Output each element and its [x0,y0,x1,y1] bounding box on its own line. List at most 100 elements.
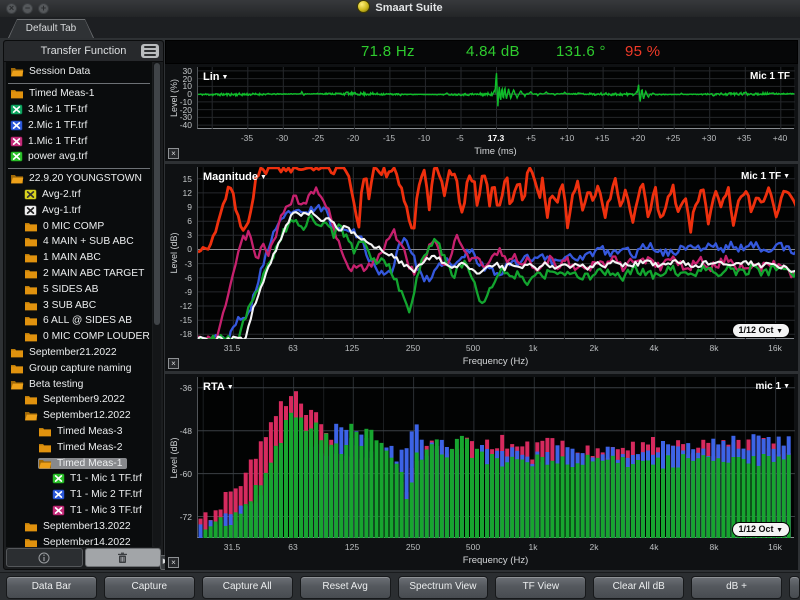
maximize-window-icon[interactable]: + [38,3,49,14]
tree-item[interactable]: 3.Mic 1 TF.trf [6,102,152,118]
mag-x-tick: 1k [515,343,551,353]
lin-x-tick: -20 [335,133,371,143]
rta-close-icon[interactable]: × [168,557,179,568]
trf-file-icon [10,151,23,162]
minimize-window-icon[interactable]: − [22,3,33,14]
hamburger-icon[interactable] [141,44,159,58]
folder-icon [24,252,38,263]
rta-x-tick: 63 [275,542,311,552]
rta-banding-dropdown[interactable]: 1/12 Oct ▼ [732,522,790,537]
close-window-icon[interactable]: × [6,3,17,14]
reset-avg-button[interactable]: Reset Avg [300,576,391,599]
lin-y-tick: -40 [165,120,192,130]
folder-icon [24,331,38,342]
tree-item[interactable]: Timed Meas-1 [6,455,152,471]
tree-item[interactable]: Beta testing [6,376,152,392]
tree-item[interactable]: Timed Meas-3 [6,424,152,440]
mag-y-tick: -6 [165,273,192,283]
mag-plot-area [197,167,794,339]
rta-type-dropdown[interactable]: RTA▼ [203,381,234,393]
clear-all-db-button[interactable]: Clear All dB [593,576,684,599]
toolbar-overflow-button[interactable] [789,576,800,599]
lin-plot-area [197,67,794,129]
info-icon [38,552,50,564]
lin-source-dropdown[interactable]: Mic 1 TF [750,71,790,82]
tab-default[interactable]: Default Tab [8,19,94,38]
tree-item[interactable]: Avg-1.trf [6,202,152,218]
folder-icon [24,268,38,279]
file-tree-sidebar: Transfer Function Session DataTimed Meas… [3,40,164,570]
tree-item[interactable]: Session Data [6,64,152,80]
tree-item[interactable]: Avg-2.trf [6,187,152,203]
rta-x-tick: 8k [696,542,732,552]
tree-item[interactable]: 0 MIC COMP [6,218,152,234]
tree-item[interactable]: T1 - Mic 3 TF.trf [6,503,152,519]
capture-all-button[interactable]: Capture All [202,576,293,599]
info-button[interactable] [6,548,83,567]
mag-y-tick: 3 [165,230,192,240]
tf-view-button[interactable]: TF View [495,576,586,599]
tree-item[interactable]: 1.Mic 1 TF.trf [6,133,152,149]
trf-file-icon [52,473,65,484]
app-logo-icon [357,0,370,13]
mag-source-dropdown[interactable]: Mic 1 TF▼ [741,171,790,182]
tree-item[interactable]: September21.2022 [6,345,152,361]
tree-item-label: 0 MIC COMP [43,221,104,232]
tree-item-label: Timed Meas-1 [57,458,122,469]
tree-item[interactable]: 6 ALL @ SIDES AB [6,313,152,329]
tree-item-label: 0 MIC COMP LOUDER [43,331,150,342]
tree-item[interactable]: T1 - Mic 2 TF.trf [6,487,152,503]
folder-icon [24,521,38,532]
tree-item[interactable]: Timed Meas-1 [6,86,152,102]
mag-type-dropdown[interactable]: Magnitude▼ [203,171,267,183]
tree-item[interactable]: 4 MAIN + SUB ABC [6,234,152,250]
mag-y-tick: -12 [165,301,192,311]
rta-x-axis-label: Frequency (Hz) [197,555,794,566]
sidebar-footer [6,548,161,567]
rta-y-tick: -48 [165,426,192,436]
lin-x-tick: +30 [691,133,727,143]
folder-open-icon [10,66,24,77]
rta-x-tick: 31.5 [214,542,250,552]
lin-type-dropdown[interactable]: Lin▼ [203,71,228,83]
tree-item[interactable]: 2 MAIN ABC TARGET [6,266,152,282]
tree-item[interactable]: 3 SUB ABC [6,297,152,313]
capture-button[interactable]: Capture [104,576,195,599]
chevron-down-icon: ▼ [783,383,790,390]
mag-y-tick: -18 [165,329,192,339]
tree-item[interactable]: September14.2022 [6,534,152,547]
db-button[interactable]: dB + [691,576,782,599]
delete-button[interactable] [85,548,162,567]
data-bar-button[interactable]: Data Bar [6,576,97,599]
mag-banding-dropdown[interactable]: 1/12 Oct ▼ [732,323,790,338]
rta-source-dropdown[interactable]: mic 1▼ [755,381,790,392]
tree-item[interactable]: September9.2022 [6,392,152,408]
tree-item[interactable]: 22.9.20 YOUNGSTOWN [6,171,152,187]
chevron-down-icon: ▼ [776,328,783,335]
tree-item[interactable]: September12.2022 [6,408,152,424]
magnitude-chart-panel: Level (dB)15129630-3-6-9-12-15-1831.5631… [165,164,798,371]
spectrum-view-button[interactable]: Spectrum View [398,576,489,599]
tree-item[interactable]: power avg.trf [6,149,152,165]
tree-item[interactable]: 0 MIC COMP LOUDER [6,329,152,345]
lin-close-icon[interactable]: × [168,148,179,159]
tree-item[interactable]: Timed Meas-2 [6,439,152,455]
mag-y-tick: 12 [165,188,192,198]
sidebar-scrollbar[interactable] [153,62,161,547]
tree-item[interactable]: 2.Mic 1 TF.trf [6,117,152,133]
mag-x-tick: 8k [696,343,732,353]
tree-item[interactable]: Group capture naming [6,360,152,376]
tree-item[interactable]: 1 MAIN ABC [6,250,152,266]
lin-x-tick: +40 [762,133,798,143]
folder-icon [24,394,38,405]
tree-item[interactable]: 5 SIDES AB [6,281,152,297]
trash-icon [117,552,128,564]
tree-item-label: 2 MAIN ABC TARGET [43,268,144,279]
scrollbar-thumb[interactable] [154,63,160,325]
tree-item-label: September9.2022 [43,394,125,405]
mag-close-icon[interactable]: × [168,358,179,369]
tree-item[interactable]: T1 - Mic 1 TF.trf [6,471,152,487]
readout-coherence: 95 % [625,43,660,60]
tree-item[interactable]: September13.2022 [6,518,152,534]
rta-chart-panel: Level (dB)-36-48-60-7231.5631252505001k2… [165,374,798,570]
